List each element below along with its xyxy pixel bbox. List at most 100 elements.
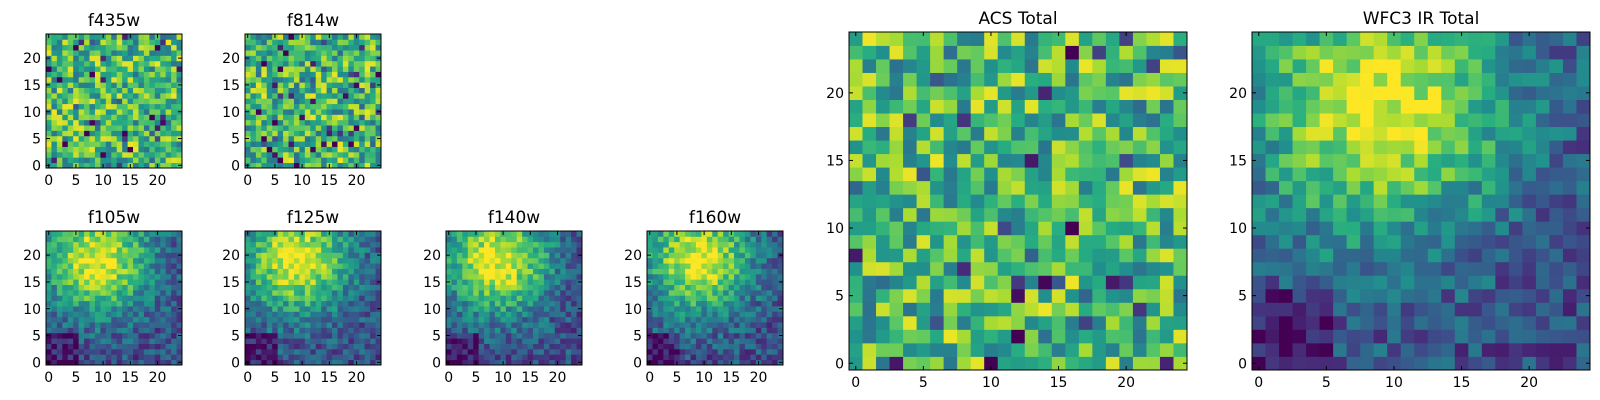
heatmap-cell [456,247,463,253]
heatmap-cell [67,92,74,99]
heatmap-cell [849,194,863,209]
heatmap-cell [116,130,123,137]
heatmap-cell [84,300,90,307]
heatmap-cell [171,263,177,269]
heatmap-cell [321,135,327,142]
heatmap-cell [100,50,107,56]
heatmap-cell [321,247,327,253]
heatmap-cell [903,275,917,290]
heatmap-cell [337,71,344,78]
heatmap-cell [1024,221,1039,236]
heatmap-cell [997,315,1012,330]
heatmap-cell [576,289,583,296]
heatmap-cell [1146,180,1161,195]
heatmap-cell [744,332,751,339]
heatmap-cell [111,103,118,110]
heatmap-cell [1292,221,1307,236]
heatmap-cell [527,247,534,253]
heatmap-cell [1346,194,1361,209]
heatmap-cell [1549,342,1564,357]
heatmap-cell [138,241,145,248]
heatmap-cell [266,343,273,350]
heatmap-cell [903,207,917,222]
heatmap-cell [364,327,371,334]
heatmap-cell [138,87,145,94]
heatmap-cell [342,252,349,259]
heatmap-cell [484,322,490,328]
heatmap-cell [304,135,311,142]
heatmap-cell [143,157,150,164]
heatmap-cell [957,32,972,46]
heatmap-cell [554,241,561,248]
heatmap-cell [647,338,653,344]
heatmap-cell [505,241,512,248]
heatmap-cell [997,194,1012,209]
heatmap-cell [127,236,134,243]
heatmap-cell [359,151,366,158]
heatmap-cell [89,273,96,280]
heatmap-cell [277,44,284,51]
heatmap-cell [337,66,344,72]
heatmap-cell [51,327,58,334]
heatmap-cell [315,92,322,99]
heatmap-cell [701,300,708,307]
heatmap-cell [370,50,376,56]
heatmap-cell [446,316,452,323]
heatmap-cell [337,34,344,40]
heatmap-cell [1346,234,1361,249]
heatmap-cell [1522,248,1537,263]
heatmap-cell [277,109,284,115]
heatmap-cell [706,316,713,323]
heatmap-cell [149,39,156,46]
heatmap-cell [1306,194,1320,209]
heatmap-cell [277,60,284,67]
heatmap-cell [916,153,931,168]
heatmap-cell [62,39,69,46]
heatmap-cell [533,311,539,318]
heatmap-cell [160,151,167,158]
heatmap-cell [353,141,360,147]
heatmap-cell [997,248,1012,263]
heatmap-cell [849,207,863,222]
heatmap-cell [772,289,778,296]
heatmap-cell [761,273,768,280]
heatmap-cell [310,257,317,264]
heatmap-cell [84,66,90,72]
heatmap-cell [1481,356,1496,371]
heatmap-cell [160,119,167,126]
heatmap-cell [543,316,550,323]
heatmap-cell [304,316,311,323]
heatmap-cell [772,348,778,355]
heatmap-cell [511,279,518,285]
heatmap-cell [261,60,268,67]
x-tick-label: 5 [919,375,928,391]
heatmap-cell [1427,207,1442,222]
heatmap-cell [171,50,177,56]
heatmap-cell [889,113,904,128]
heatmap-cell [1441,288,1456,303]
heatmap-cell [761,306,768,312]
heatmap-cell [663,306,670,312]
heatmap-cell [288,55,295,62]
heatmap-cell [916,72,931,87]
heatmap-cell [304,157,311,164]
heatmap-cell [116,359,123,366]
heatmap-cell [997,342,1012,357]
heatmap-cell [171,348,177,355]
heatmap-cell [1024,275,1039,290]
heatmap-cell [310,82,317,88]
heatmap-cell [516,332,523,339]
heatmap-cell [288,354,295,361]
heatmap-cell [310,295,317,302]
heatmap-cell [133,241,139,248]
heatmap-cell [1078,194,1093,209]
heatmap-cell [171,44,177,51]
heatmap-cell [250,348,257,355]
heatmap-cell [1159,72,1174,87]
heatmap-cell [359,247,366,253]
heatmap-cell [1306,342,1320,357]
heatmap-cell [549,279,556,285]
heatmap-cell [997,180,1012,195]
heatmap-cell [176,39,183,46]
heatmap-cell [315,231,322,237]
